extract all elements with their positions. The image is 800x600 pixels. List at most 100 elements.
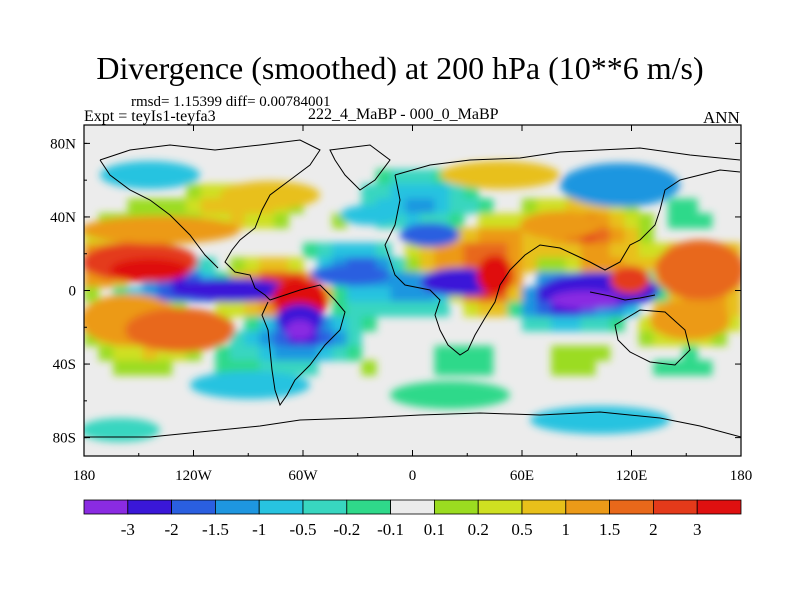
- colorbar-label: 0.5: [511, 520, 532, 539]
- colorbar-label: -0.2: [333, 520, 360, 539]
- field-cell: [580, 257, 596, 273]
- field-cell: [215, 301, 231, 317]
- coastline-eurasia-africa: [384, 169, 741, 356]
- field-cell: [405, 257, 421, 273]
- field-cell: [288, 360, 304, 376]
- field-cell: [449, 360, 465, 376]
- field-cell: [405, 198, 421, 214]
- field-cell: [259, 316, 275, 332]
- field-cell: [376, 169, 392, 185]
- field-cell: [215, 198, 231, 214]
- field-cell: [200, 198, 216, 214]
- field-cell: [244, 257, 260, 273]
- axes: 180 120W 60W 0 60E 120E 180 80N 40N 0 40S 80S: [50, 125, 752, 484]
- difference-label: 222_4_MaBP - 000_0_MaBP: [308, 106, 499, 123]
- field-cell: [113, 360, 129, 376]
- field-cell: [288, 257, 304, 273]
- x-tick-label: 120E: [616, 468, 648, 484]
- field-cell: [595, 316, 611, 332]
- field-cell: [157, 360, 173, 376]
- field-cell: [492, 213, 508, 229]
- colorbar-label: -0.1: [377, 520, 404, 539]
- field-cell: [244, 316, 260, 332]
- field-cell: [536, 198, 552, 214]
- field-cell: [507, 213, 523, 229]
- coastline-greenland: [329, 144, 391, 191]
- colorbar-swatch: [390, 499, 435, 515]
- field-cell: [376, 301, 392, 317]
- field-cell: [376, 242, 392, 258]
- field-cell: [478, 301, 494, 317]
- field-cell: [405, 272, 421, 288]
- field-cell: [171, 198, 187, 214]
- field-cell: [157, 286, 173, 303]
- field-cell: [551, 345, 567, 361]
- field-cell: [419, 301, 435, 317]
- field-cell: [638, 330, 654, 347]
- field-cell: [361, 316, 377, 332]
- stats-label: rmsd= 1.15399 diff= 0.00784001: [131, 94, 331, 110]
- field-cell: [565, 316, 581, 332]
- field-cell: [346, 345, 362, 361]
- colorbar-swatch: [83, 499, 129, 515]
- colorbar-label: -2: [165, 520, 179, 539]
- field-cell: [449, 242, 465, 258]
- field-cell: [478, 198, 494, 214]
- field-cell: [536, 301, 552, 317]
- field-cell: [434, 198, 450, 214]
- field-cell: [390, 286, 406, 303]
- field-cell: [507, 301, 523, 317]
- experiment-label: Expt = teyIs1-teyfa3: [84, 108, 216, 125]
- field-cell: [317, 345, 333, 361]
- field-cell: [361, 301, 377, 317]
- field-cell: [682, 198, 698, 214]
- colorbar-swatch: [565, 499, 610, 515]
- field-cell: [595, 345, 611, 361]
- field-cell: [492, 301, 508, 317]
- field-cell: [346, 301, 362, 317]
- colorbar-label: -1.5: [202, 520, 229, 539]
- field-cell: [230, 257, 246, 273]
- field-cell: [463, 301, 479, 317]
- colorbar-label: 0.1: [424, 520, 445, 539]
- field-cell: [478, 227, 494, 244]
- coastline-eurasia-north: [394, 147, 741, 176]
- colorbar-label: 0.2: [468, 520, 489, 539]
- field-cell: [332, 242, 348, 258]
- field-cell: [332, 330, 348, 347]
- field-cell: [405, 242, 421, 258]
- field-cell: [463, 242, 479, 258]
- field-cell: [361, 360, 377, 376]
- colorbar-swatch: [302, 499, 348, 515]
- field-cell: [332, 316, 348, 332]
- x-tick-label: 180: [73, 468, 96, 484]
- field-cell: [449, 198, 465, 214]
- field-cell: [668, 213, 684, 229]
- field-cell: [624, 213, 640, 229]
- field-cell: [478, 213, 494, 229]
- colorbar: -3 -2 -1.5 -1 -0.5 -0.2 -0.1 0.1 0.2 0.5 1 1.5 2 3: [83, 499, 742, 539]
- field-cell: [273, 213, 289, 229]
- field-cell: [346, 316, 362, 332]
- x-tick-label: 60W: [288, 468, 318, 484]
- field-cell: [434, 360, 450, 376]
- field-cell: [303, 242, 319, 258]
- field-cell: [332, 286, 348, 303]
- field-cell: [565, 257, 581, 273]
- field-cell: [565, 198, 581, 214]
- field-cell: [419, 183, 435, 200]
- colorbar-swatch: [258, 499, 304, 515]
- field-cell: [580, 345, 596, 361]
- field-cell: [580, 360, 596, 376]
- field-cell: [113, 345, 129, 361]
- field-cell: [522, 198, 538, 214]
- field-cell: [230, 330, 246, 347]
- field-cell: [186, 183, 202, 200]
- y-tick-label: 40S: [53, 357, 76, 373]
- colorbar-swatch: [696, 499, 742, 515]
- field-cell: [595, 257, 611, 273]
- field-cell: [127, 360, 143, 376]
- colorbar-swatch: [127, 499, 173, 515]
- field-cell: [390, 257, 406, 273]
